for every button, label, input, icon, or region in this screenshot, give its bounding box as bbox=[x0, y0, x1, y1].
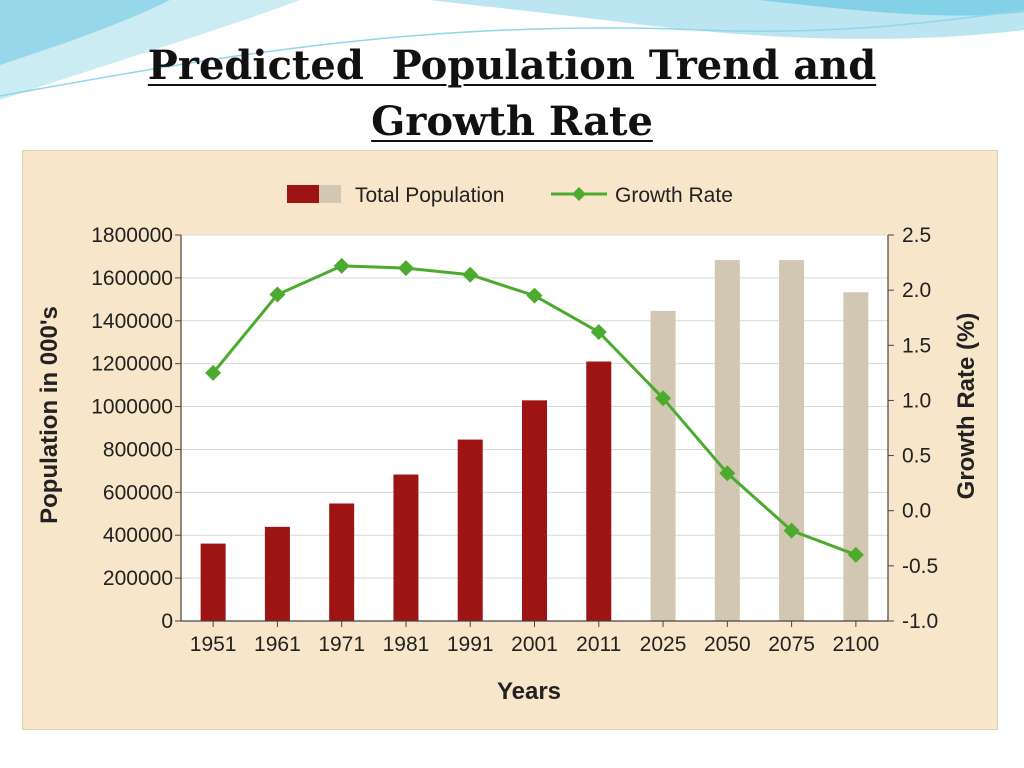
axes: 0 200000 400000 600000 800000 1000000 1200000 1… bbox=[91, 224, 938, 656]
x-tick-label: 2001 bbox=[511, 633, 558, 656]
legend-swatch-projected bbox=[319, 185, 341, 203]
growth-point bbox=[397, 260, 414, 277]
growth-point bbox=[462, 266, 479, 283]
y-tick-label: 400000 bbox=[103, 524, 173, 547]
y-tick-label: 800000 bbox=[103, 438, 173, 461]
bar-series bbox=[200, 260, 869, 621]
legend: Total Population Growth Rate bbox=[287, 184, 733, 207]
x-tick-label: 2100 bbox=[833, 633, 880, 656]
x-tick-label: 2025 bbox=[640, 633, 687, 656]
population-growth-chart: 0 200000 400000 600000 800000 1000000 1200000 1… bbox=[36, 184, 980, 705]
slide-title: Predicted Population Trend and Growth Ra… bbox=[0, 38, 1024, 150]
slide-background-decoration bbox=[0, 0, 1024, 100]
growth-point bbox=[269, 286, 286, 303]
growth-point bbox=[590, 324, 607, 341]
growth-point bbox=[655, 390, 672, 407]
y-tick-label: 200000 bbox=[103, 567, 173, 590]
x-axis-title: Years bbox=[497, 678, 561, 705]
x-tick-label: 2011 bbox=[576, 633, 621, 656]
growth-point bbox=[526, 287, 543, 304]
y-tick-label: 600000 bbox=[103, 481, 173, 504]
y-tick-label: 0 bbox=[161, 610, 173, 633]
y-tick-label: 1600000 bbox=[91, 267, 173, 290]
growth-line-series bbox=[205, 257, 864, 563]
legend-marker-growth bbox=[572, 187, 586, 201]
decor-wave-left-inner bbox=[0, 0, 170, 65]
y-tick-label: 1000000 bbox=[91, 396, 173, 419]
x-tick-label: 1981 bbox=[383, 633, 430, 656]
y2-tick-label: 0.0 bbox=[902, 500, 931, 523]
y2-tick-label: 0.5 bbox=[902, 445, 931, 468]
slide-title-line2: Growth Rate bbox=[371, 98, 653, 145]
y-axis-title: Population in 000's bbox=[36, 306, 63, 524]
bar bbox=[329, 503, 355, 621]
y2-axis-title: Growth Rate (%) bbox=[953, 313, 980, 500]
chart-panel: 0 200000 400000 600000 800000 1000000 1200000 1… bbox=[22, 150, 998, 730]
bar bbox=[522, 400, 547, 621]
y-tick-label: 1800000 bbox=[91, 224, 173, 247]
decor-wave-right-inner bbox=[760, 0, 1024, 16]
y2-tick-label: 1.0 bbox=[902, 389, 931, 412]
y2-tick-label: 2.5 bbox=[902, 224, 931, 247]
bar bbox=[393, 474, 419, 621]
x-tick-label: 2050 bbox=[704, 633, 751, 656]
x-tick-label: 1991 bbox=[447, 633, 494, 656]
legend-label-population: Total Population bbox=[355, 184, 504, 207]
x-tick-label: 1951 bbox=[190, 633, 237, 656]
bar bbox=[843, 292, 869, 621]
legend-label-growth: Growth Rate bbox=[615, 184, 733, 207]
bar bbox=[200, 543, 226, 621]
y-tick-label: 1200000 bbox=[91, 353, 173, 376]
growth-point bbox=[205, 364, 222, 381]
growth-point bbox=[333, 257, 350, 274]
y-tick-label: 1400000 bbox=[91, 310, 173, 333]
y2-tick-label: -0.5 bbox=[902, 555, 938, 578]
legend-swatch-historical bbox=[287, 185, 319, 203]
y2-tick-label: 2.0 bbox=[902, 279, 931, 302]
growth-point bbox=[719, 465, 736, 482]
bar bbox=[264, 526, 290, 621]
bar bbox=[779, 260, 805, 621]
x-tick-label: 2075 bbox=[768, 633, 815, 656]
growth-point bbox=[847, 546, 864, 563]
bar bbox=[586, 361, 612, 621]
growth-point bbox=[783, 522, 800, 539]
decor-line bbox=[0, 9, 1024, 97]
y2-tick-label: 1.5 bbox=[902, 334, 931, 357]
x-tick-label: 1961 bbox=[254, 633, 301, 656]
bar bbox=[714, 260, 740, 621]
bar bbox=[457, 439, 483, 621]
y2-tick-label: -1.0 bbox=[902, 610, 938, 633]
bar bbox=[650, 310, 676, 621]
x-tick-label: 1971 bbox=[318, 633, 365, 656]
slide-title-line1: Predicted Population Trend and bbox=[147, 42, 877, 89]
